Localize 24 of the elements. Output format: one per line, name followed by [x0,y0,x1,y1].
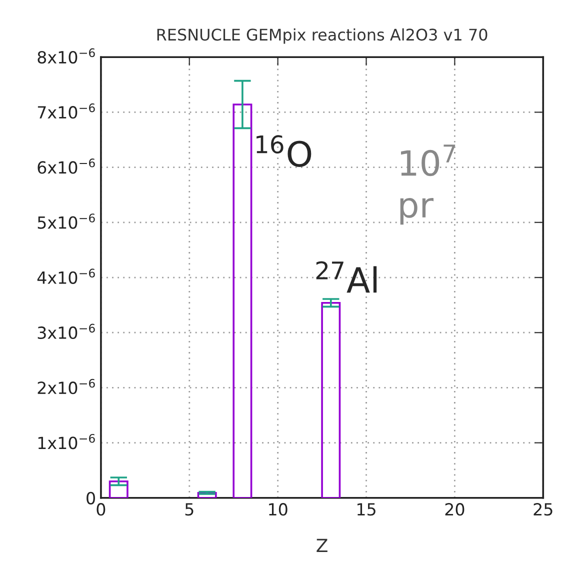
text: 10$^{7}$ pr [400,144,456,225]
annotation: $^{16}$O [256,135,312,167]
x-tick-label: 15 [357,503,376,516]
chart-title: RESNUCLE GEMpix reactions Al2O3 v1 70 [157,28,488,44]
y-tick-label: 5x10$^{−6}$ [38,214,95,229]
y-tick-label: 7x10$^{−6}$ [38,103,95,119]
bar [321,302,341,498]
x-tick-label: 10 [269,503,288,516]
y-tick-label: 2x10$^{−6}$ [38,378,95,394]
y-tick-label: 6x10$^{−6}$ [38,158,95,174]
x-tick-label: 20 [445,503,464,516]
bar [232,104,252,498]
x-axis-title: Z [316,538,328,552]
bar [197,492,217,498]
bar [108,480,128,498]
y-tick-label: 0 [86,492,95,504]
x-tick-label: 5 [185,503,194,516]
x-tick-label: 25 [534,503,552,516]
annotation: $^{27}$Al [316,261,377,293]
y-tick-label: 3x10$^{−6}$ [38,324,95,340]
y-tick-label: 4x10$^{−6}$ [37,268,95,284]
y-tick-label: 8x10$^{−6}$ [38,48,95,64]
x-tick-label: 0 [96,503,106,516]
y-tick-label: 1x10$^{−6}$ [38,434,95,450]
